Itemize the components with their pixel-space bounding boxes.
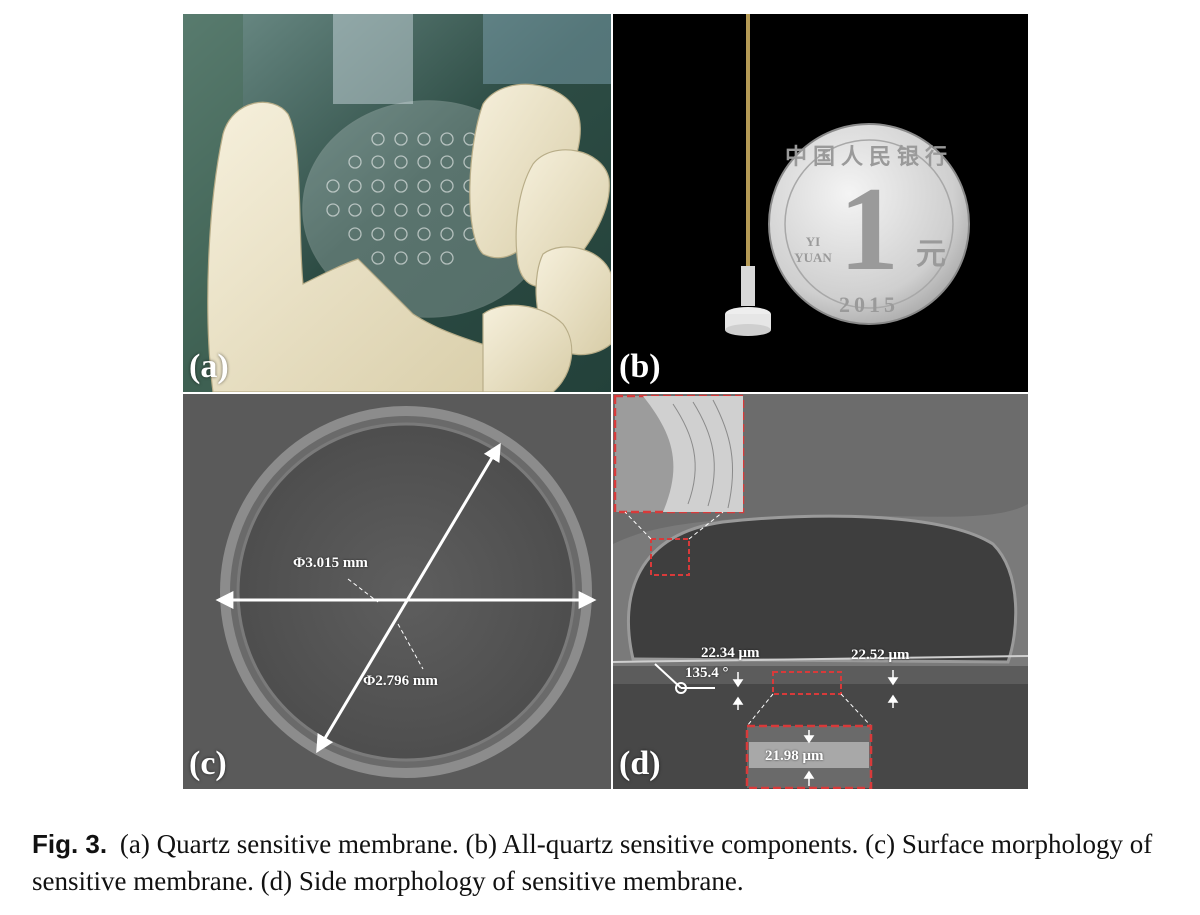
figure-3: (a) 1: [183, 14, 1028, 789]
panel-a-quartz-membrane-photo: (a): [183, 14, 611, 392]
caption-label: Fig. 3.: [32, 829, 108, 859]
coin-latin-top: YI: [806, 234, 820, 249]
coin-rim-text: 中国人民银行: [785, 144, 953, 169]
membrane-top-view: [183, 394, 611, 789]
thickness-center-label: 21.98 μm: [765, 748, 824, 764]
panel-c-surface-morphology: Φ3.015 mm Φ2.796 mm (c): [183, 394, 611, 789]
gloved-hand: [207, 83, 611, 392]
panel-c-label: (c): [189, 745, 227, 782]
panel-a-label: (a): [189, 348, 229, 385]
panel-d-side-morphology: 22.34 μm 22.52 μm 135.4 ° 21.98 μm (d): [613, 394, 1028, 789]
component-coin-illustration: 1 YI YUAN 元 2015 中国人民银行: [613, 14, 1028, 392]
panel-d-label: (d): [619, 745, 661, 782]
thickness-right-label: 22.52 μm: [851, 647, 910, 663]
sidewall-angle-label: 135.4 °: [685, 665, 729, 681]
inner-diameter-label: Φ2.796 mm: [363, 673, 438, 689]
hand-wafer-illustration: [183, 14, 611, 392]
outer-diameter-label: Φ3.015 mm: [293, 555, 368, 571]
inner-diameter-arrow: [316, 442, 501, 754]
coin-denomination: 1: [839, 162, 899, 295]
quartz-component: [725, 14, 771, 336]
thickness-left-label: 22.34 μm: [701, 645, 760, 661]
caption-text: (a) Quartz sensitive membrane. (b) All-q…: [32, 829, 1153, 896]
coin-latin-bottom: YUAN: [794, 250, 832, 265]
figure-caption: Fig. 3. (a) Quartz sensitive membrane. (…: [32, 826, 1182, 900]
membrane-cross-section: [613, 394, 1028, 789]
panel-b-label: (b): [619, 348, 661, 385]
panel-b-quartz-components-photo: 1 YI YUAN 元 2015 中国人民银行 (b): [613, 14, 1028, 392]
coin-hanzi: 元: [916, 238, 946, 271]
coin-year: 2015: [839, 292, 899, 317]
reference-coin: 1 YI YUAN 元 2015 中国人民银行: [768, 123, 970, 325]
